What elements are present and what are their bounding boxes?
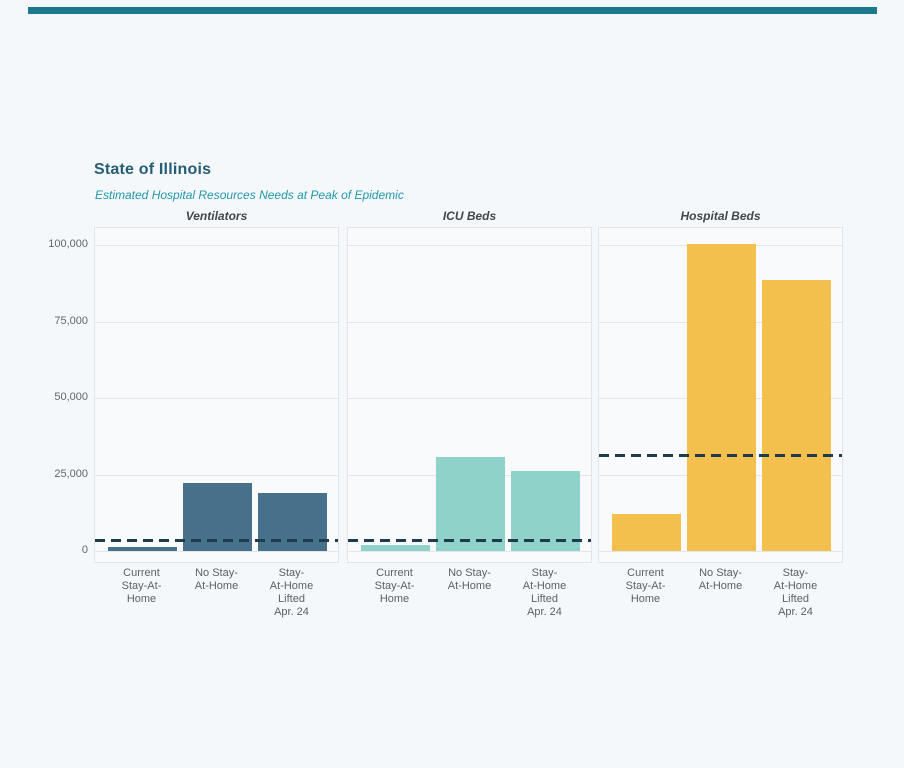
y-tick-label: 100,000 (48, 238, 88, 251)
panel-title-icu-beds: ICU Beds (442, 209, 497, 223)
gridline (95, 321, 338, 323)
x-tick-label: No Stay- At-Home (194, 567, 239, 592)
gridline (348, 245, 591, 247)
gridline (348, 321, 591, 323)
gridline (348, 398, 591, 400)
bar-current-stay-at-home (108, 547, 177, 551)
gridline (95, 245, 338, 247)
gridline (599, 551, 842, 552)
bar-no-stay-at-home (436, 457, 505, 551)
gridline (95, 474, 338, 476)
gridline (348, 551, 591, 552)
y-tick-label: 0 (81, 544, 88, 556)
y-tick-label: 50,000 (54, 391, 88, 404)
bar-no-stay-at-home (687, 244, 756, 551)
gridline (95, 398, 338, 400)
y-tick-label: 25,000 (54, 467, 88, 480)
x-tick-label: Current Stay-At- Home (374, 567, 415, 605)
x-tick-label: Current Stay-At- Home (625, 567, 666, 605)
x-tick-label: No Stay- At-Home (447, 567, 492, 592)
chart-title: State of Illinois (94, 161, 212, 178)
gridline (95, 551, 338, 552)
capacity-dashed-line (95, 539, 338, 543)
x-tick-label: Stay- At-Home Lifted Apr. 24 (773, 567, 818, 618)
x-tick-label: Stay- At-Home Lifted Apr. 24 (269, 567, 314, 618)
chart-subtitle: Estimated Hospital Resources Needs at Pe… (95, 188, 404, 202)
bar-current-stay-at-home (361, 544, 430, 551)
top-accent-bar (28, 7, 877, 14)
x-tick-label: Stay- At-Home Lifted Apr. 24 (522, 567, 567, 618)
panel-title-ventilators: Ventilators (185, 209, 248, 223)
capacity-dashed-line (348, 538, 591, 542)
panel-title-hospital-beds: Hospital Beds (680, 209, 761, 223)
bar-stay-at-home-lifted-apr-24 (511, 471, 580, 551)
bar-stay-at-home-lifted-apr-24 (762, 279, 831, 551)
panel-icu-beds (347, 227, 592, 563)
capacity-dashed-line (599, 454, 842, 458)
y-tick-label: 75,000 (54, 314, 88, 327)
bar-stay-at-home-lifted-apr-24 (258, 493, 327, 551)
panel-hospital-beds (598, 227, 843, 563)
x-tick-label: Current Stay-At- Home (121, 567, 162, 605)
bar-current-stay-at-home (612, 513, 681, 551)
panel-ventilators (94, 227, 339, 563)
x-tick-label: No Stay- At-Home (698, 567, 743, 592)
